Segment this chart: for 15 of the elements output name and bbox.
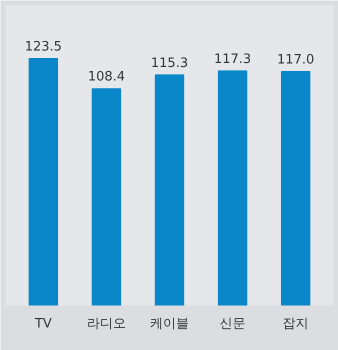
x-tick-label: 잡지 — [282, 316, 309, 332]
data-label: 123.5 — [24, 40, 62, 54]
x-tick-label: TV — [34, 316, 52, 332]
bar — [218, 70, 248, 306]
bar — [92, 88, 122, 306]
x-tick-label: 신문 — [220, 316, 246, 332]
bar — [28, 58, 58, 306]
data-label: 117.0 — [277, 52, 314, 68]
x-tick-label: 케이블 — [150, 316, 189, 332]
data-label: 115.3 — [150, 56, 188, 71]
data-label: 108.4 — [88, 70, 126, 85]
bar — [280, 71, 310, 306]
bar — [154, 74, 184, 306]
x-tick-label: 라디오 — [86, 316, 126, 332]
data-label: 117.3 — [214, 52, 252, 67]
